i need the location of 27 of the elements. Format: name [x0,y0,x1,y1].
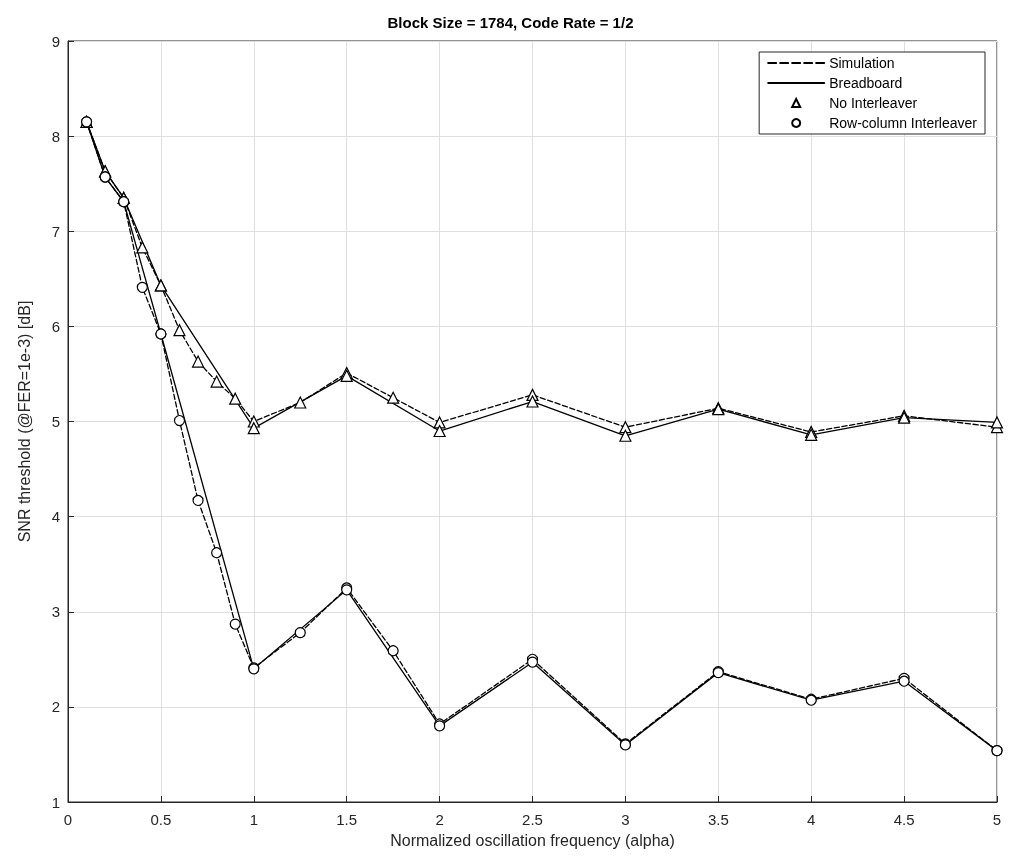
x-axis-title: Normalized oscillation frequency (alpha) [390,831,675,849]
y-tick-label: 9 [51,32,60,50]
y-tick-label: 6 [51,317,60,335]
legend-label: Simulation [829,55,895,71]
chart-title: Block Size = 1784, Code Rate = 1/2 [387,14,634,31]
x-tick-label: 4.5 [893,811,915,828]
y-axis-title: SNR threshold (@FER=1e-3) [dB] [15,300,33,543]
legend-label: Row-column Interleaver [829,115,978,131]
x-tick-label: 3.5 [707,811,729,828]
y-tick-label: 2 [51,698,60,716]
y-tick-label: 7 [51,222,60,240]
x-tick-label: 1.5 [336,811,358,828]
x-tick-label: 4 [807,811,816,828]
x-tick-label: 2 [435,811,444,828]
x-tick-label: 2.5 [522,811,543,828]
y-tick-label: 4 [51,508,60,526]
legend-label: Breadboard [829,75,903,91]
x-tick-label: 3 [621,811,630,828]
y-tick-label: 8 [51,127,60,145]
y-tick-label: 5 [51,413,60,430]
legend-label: No Interleaver [829,95,918,111]
x-tick-label: 5 [992,811,1002,828]
x-tick-label: 1 [249,811,258,828]
y-tick-label: 1 [51,793,60,811]
x-tick-label: 0.5 [150,811,172,828]
x-tick-label: 0 [63,811,73,828]
y-tick-label: 3 [51,603,60,621]
